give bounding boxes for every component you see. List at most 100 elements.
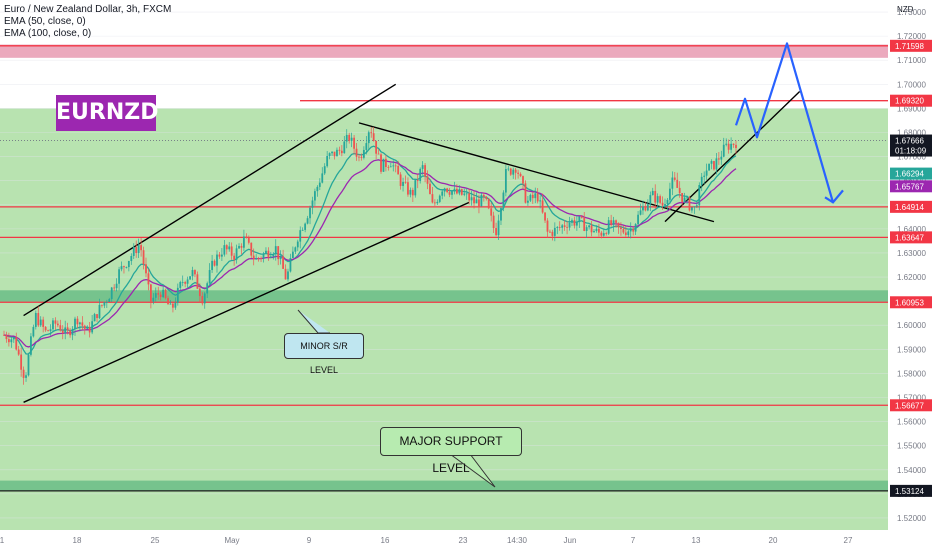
ema50-price-tag: 1.66294 [895, 170, 924, 179]
candle [186, 279, 189, 284]
symbol-badge: EURNZD [56, 95, 158, 131]
candle [556, 226, 559, 228]
candle [637, 214, 639, 225]
candle [485, 196, 488, 199]
candle [108, 299, 111, 302]
candle [201, 296, 204, 304]
candle [162, 289, 165, 298]
candle [642, 206, 644, 211]
price-tick: 1.72000 [897, 32, 926, 41]
candle [294, 247, 297, 252]
candle [691, 207, 693, 211]
candle [666, 199, 669, 205]
candle [629, 228, 632, 232]
candle [284, 268, 287, 280]
candle [98, 304, 101, 319]
candle [509, 168, 512, 175]
candle [213, 260, 216, 266]
candle [730, 143, 733, 150]
price-tick: 1.59000 [897, 345, 926, 354]
candle [323, 166, 326, 174]
candle [480, 194, 483, 207]
level-price-tag: 1.71598 [895, 42, 924, 51]
candle [568, 222, 571, 228]
candle [47, 330, 49, 332]
candle [551, 231, 554, 236]
candle [257, 257, 260, 259]
candle [544, 212, 546, 221]
candle [358, 156, 360, 158]
candle [365, 143, 368, 150]
level-price-tag-box [890, 200, 932, 213]
candle [71, 328, 74, 336]
candle [735, 144, 737, 149]
time-tick: 1 [0, 536, 5, 545]
candle [414, 180, 417, 196]
candle [487, 198, 490, 209]
level-price-tag: 1.64914 [895, 203, 924, 212]
candle [3, 334, 5, 336]
candle [722, 144, 725, 157]
price-tick: 1.70000 [897, 80, 926, 89]
candle [86, 327, 89, 329]
candle [78, 322, 81, 325]
candle [651, 190, 654, 196]
projection-arrowhead [824, 189, 844, 204]
current-price-tag: 1.67666 [895, 137, 924, 146]
candle [225, 245, 228, 250]
candle [255, 257, 258, 260]
candle [343, 141, 346, 154]
candle [402, 181, 404, 186]
candle [634, 224, 637, 232]
candle [88, 327, 91, 333]
candle [345, 134, 348, 142]
zone-minor-zone [0, 290, 888, 302]
candle [269, 256, 272, 258]
candle [382, 158, 385, 172]
candle [492, 215, 495, 229]
candle [331, 151, 333, 154]
candle [203, 293, 206, 304]
candle [154, 293, 157, 298]
candle [438, 195, 441, 202]
candle [561, 225, 564, 228]
level-price-tag: 1.63647 [895, 233, 924, 242]
time-tick: 25 [151, 536, 160, 545]
candle [355, 148, 358, 157]
candle [441, 191, 444, 196]
candle [44, 326, 47, 331]
candle [583, 217, 586, 231]
candle [531, 194, 534, 199]
green-background [0, 108, 888, 530]
candle [252, 255, 255, 260]
candle [120, 266, 123, 270]
candle [536, 193, 539, 202]
candle [426, 176, 429, 184]
candle [470, 197, 473, 201]
zone-major-zone [0, 480, 888, 492]
candle [326, 156, 329, 167]
candle [216, 254, 218, 266]
candle [184, 281, 187, 284]
candle [703, 175, 706, 177]
price-tick: 1.58000 [897, 369, 926, 378]
candle [695, 205, 698, 207]
ema100-legend: EMA (100, close, 0) [4, 28, 92, 39]
candle [296, 241, 299, 248]
candle [115, 283, 118, 289]
candle [287, 271, 289, 280]
candle [179, 282, 182, 288]
candle [495, 228, 497, 236]
candle [571, 220, 573, 223]
candle [311, 200, 314, 208]
candle [64, 327, 67, 334]
candle [93, 314, 96, 322]
candle [176, 287, 179, 303]
candle [617, 222, 620, 228]
candle [698, 185, 701, 206]
candle [646, 204, 649, 211]
candle [169, 303, 172, 305]
candle [27, 354, 30, 376]
candle [514, 169, 517, 173]
